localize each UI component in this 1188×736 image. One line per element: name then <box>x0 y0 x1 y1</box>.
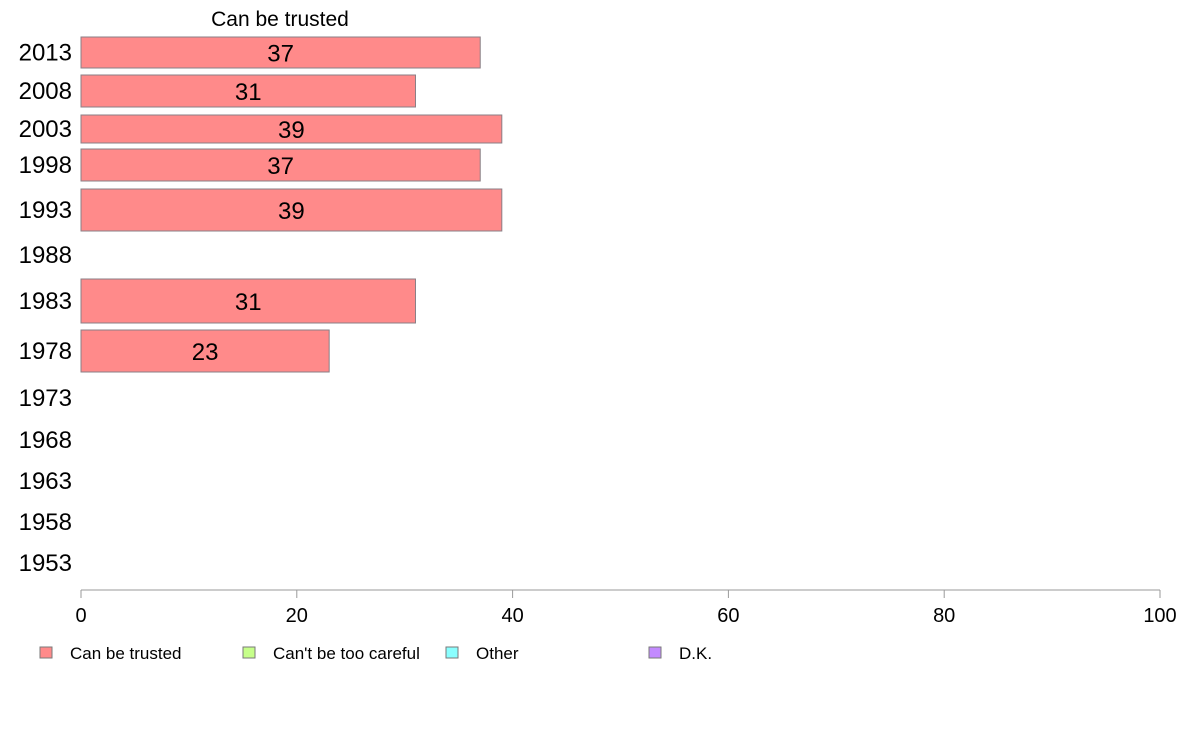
y-tick-label: 1973 <box>19 385 72 412</box>
x-tick-label: 80 <box>933 605 955 627</box>
x-tick-label: 20 <box>286 605 308 627</box>
legend-swatch <box>445 646 459 659</box>
bar <box>80 329 330 373</box>
x-tick-label: 100 <box>1143 605 1176 627</box>
bar <box>80 114 503 144</box>
y-tick-label: 1988 <box>19 242 72 269</box>
legend-label: Other <box>476 644 519 663</box>
y-tick-label: 2008 <box>19 78 72 105</box>
legend-swatch <box>39 646 53 659</box>
chart-title: Can be trusted <box>211 8 349 31</box>
y-tick-label: 1968 <box>19 427 72 454</box>
y-tick-label: 2013 <box>19 40 72 67</box>
x-tick-label: 0 <box>75 605 86 627</box>
bar <box>80 278 416 324</box>
legend-swatch <box>648 646 662 659</box>
bar-value-label: 39 <box>278 198 305 225</box>
x-axis: 0 20 40 60 80 100 <box>75 589 1177 627</box>
y-tick-label: 1958 <box>19 509 72 536</box>
bar-value-label: 39 <box>278 117 305 144</box>
bar <box>80 148 481 182</box>
bar-value-label: 37 <box>267 153 294 180</box>
legend-swatch <box>242 646 256 659</box>
x-tick-label: 40 <box>501 605 523 627</box>
y-tick-label: 1963 <box>19 468 72 495</box>
x-tick-label: 60 <box>717 605 739 627</box>
y-tick-label: 2003 <box>19 116 72 143</box>
bar-value-label: 37 <box>267 41 294 68</box>
bar <box>80 74 416 108</box>
legend: Can be trusted Can't be too careful Other D… <box>39 644 712 663</box>
y-tick-label: 1993 <box>19 197 72 224</box>
y-tick-label: 1978 <box>19 338 72 365</box>
legend-label: D.K. <box>679 644 712 663</box>
bar-value-label: 31 <box>235 289 262 316</box>
y-tick-label: 1953 <box>19 550 72 577</box>
y-tick-label: 1983 <box>19 288 72 315</box>
bar <box>80 188 503 232</box>
y-axis-labels: 2013 2008 2003 1998 1993 1988 1983 1978 1973 1968… <box>19 40 72 578</box>
legend-label: Can't be too careful <box>273 644 420 663</box>
bar-value-label: 31 <box>235 79 262 106</box>
legend-label: Can be trusted <box>70 644 182 663</box>
bar <box>80 36 481 69</box>
bar-value-label: 23 <box>192 339 219 366</box>
y-tick-label: 1998 <box>19 152 72 179</box>
